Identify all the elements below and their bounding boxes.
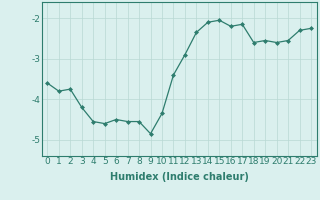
X-axis label: Humidex (Indice chaleur): Humidex (Indice chaleur) <box>110 172 249 182</box>
